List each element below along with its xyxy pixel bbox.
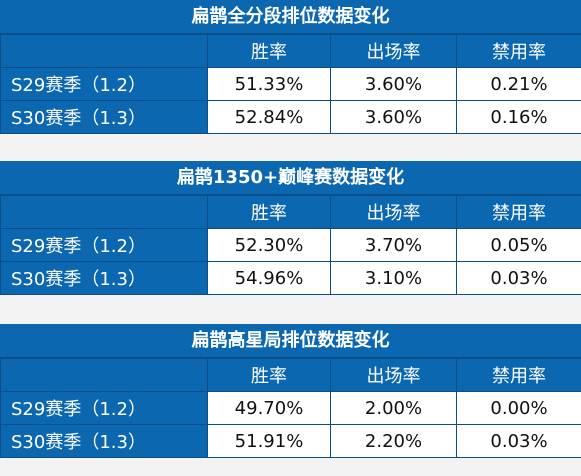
win-rate-cell: 54.96%	[207, 261, 331, 295]
row-label: S29赛季（1.2）	[0, 228, 208, 262]
col-header-win-rate: 胜率	[207, 358, 331, 392]
table-row: S29赛季（1.2） 49.70% 2.00% 0.00%	[0, 391, 581, 425]
ban-rate-cell: 0.16%	[456, 100, 581, 134]
ban-rate-cell: 0.00%	[456, 391, 581, 425]
row-label: S29赛季（1.2）	[0, 67, 208, 101]
pick-rate-cell: 3.70%	[330, 228, 457, 262]
pick-rate-cell: 2.20%	[330, 424, 457, 458]
section-all-ranks: 扁鹊全分段排位数据变化 胜率 出场率 禁用率 S29赛季（1.2） 51.33%…	[0, 0, 581, 134]
col-header-ban-rate: 禁用率	[456, 358, 581, 392]
table-row: S30赛季（1.3） 51.91% 2.20% 0.03%	[0, 424, 581, 458]
header-row: 胜率 出场率 禁用率	[0, 195, 581, 229]
col-header-pick-rate: 出场率	[330, 195, 457, 229]
corner-cell	[0, 34, 208, 68]
header-row: 胜率 出场率 禁用率	[0, 34, 581, 68]
col-header-win-rate: 胜率	[207, 34, 331, 68]
row-label: S30赛季（1.3）	[0, 424, 208, 458]
ban-rate-cell: 0.21%	[456, 67, 581, 101]
col-header-ban-rate: 禁用率	[456, 34, 581, 68]
stats-table: 胜率 出场率 禁用率 S29赛季（1.2） 52.30% 3.70% 0.05%…	[0, 195, 581, 295]
ban-rate-cell: 0.03%	[456, 261, 581, 295]
pick-rate-cell: 3.10%	[330, 261, 457, 295]
stats-table: 胜率 出场率 禁用率 S29赛季（1.2） 49.70% 2.00% 0.00%…	[0, 358, 581, 458]
section-peak-1350: 扁鹊1350+巅峰赛数据变化 胜率 出场率 禁用率 S29赛季（1.2） 52.…	[0, 161, 581, 295]
row-label: S30赛季（1.3）	[0, 261, 208, 295]
row-label: S30赛季（1.3）	[0, 100, 208, 134]
col-header-pick-rate: 出场率	[330, 34, 457, 68]
table-row: S29赛季（1.2） 52.30% 3.70% 0.05%	[0, 228, 581, 262]
pick-rate-cell: 2.00%	[330, 391, 457, 425]
win-rate-cell: 49.70%	[207, 391, 331, 425]
section-title: 扁鹊高星局排位数据变化	[0, 324, 581, 358]
pick-rate-cell: 3.60%	[330, 100, 457, 134]
table-row: S29赛季（1.2） 51.33% 3.60% 0.21%	[0, 67, 581, 101]
ban-rate-cell: 0.05%	[456, 228, 581, 262]
col-header-ban-rate: 禁用率	[456, 195, 581, 229]
win-rate-cell: 51.33%	[207, 67, 331, 101]
section-title: 扁鹊1350+巅峰赛数据变化	[0, 161, 581, 195]
table-row: S30赛季（1.3） 52.84% 3.60% 0.16%	[0, 100, 581, 134]
ban-rate-cell: 0.03%	[456, 424, 581, 458]
row-label: S29赛季（1.2）	[0, 391, 208, 425]
win-rate-cell: 52.30%	[207, 228, 331, 262]
stats-table: 胜率 出场率 禁用率 S29赛季（1.2） 51.33% 3.60% 0.21%…	[0, 34, 581, 134]
table-row: S30赛季（1.3） 54.96% 3.10% 0.03%	[0, 261, 581, 295]
section-high-star: 扁鹊高星局排位数据变化 胜率 出场率 禁用率 S29赛季（1.2） 49.70%…	[0, 324, 581, 458]
win-rate-cell: 52.84%	[207, 100, 331, 134]
col-header-pick-rate: 出场率	[330, 358, 457, 392]
header-row: 胜率 出场率 禁用率	[0, 358, 581, 392]
col-header-win-rate: 胜率	[207, 195, 331, 229]
win-rate-cell: 51.91%	[207, 424, 331, 458]
corner-cell	[0, 195, 208, 229]
corner-cell	[0, 358, 208, 392]
pick-rate-cell: 3.60%	[330, 67, 457, 101]
section-title: 扁鹊全分段排位数据变化	[0, 0, 581, 34]
